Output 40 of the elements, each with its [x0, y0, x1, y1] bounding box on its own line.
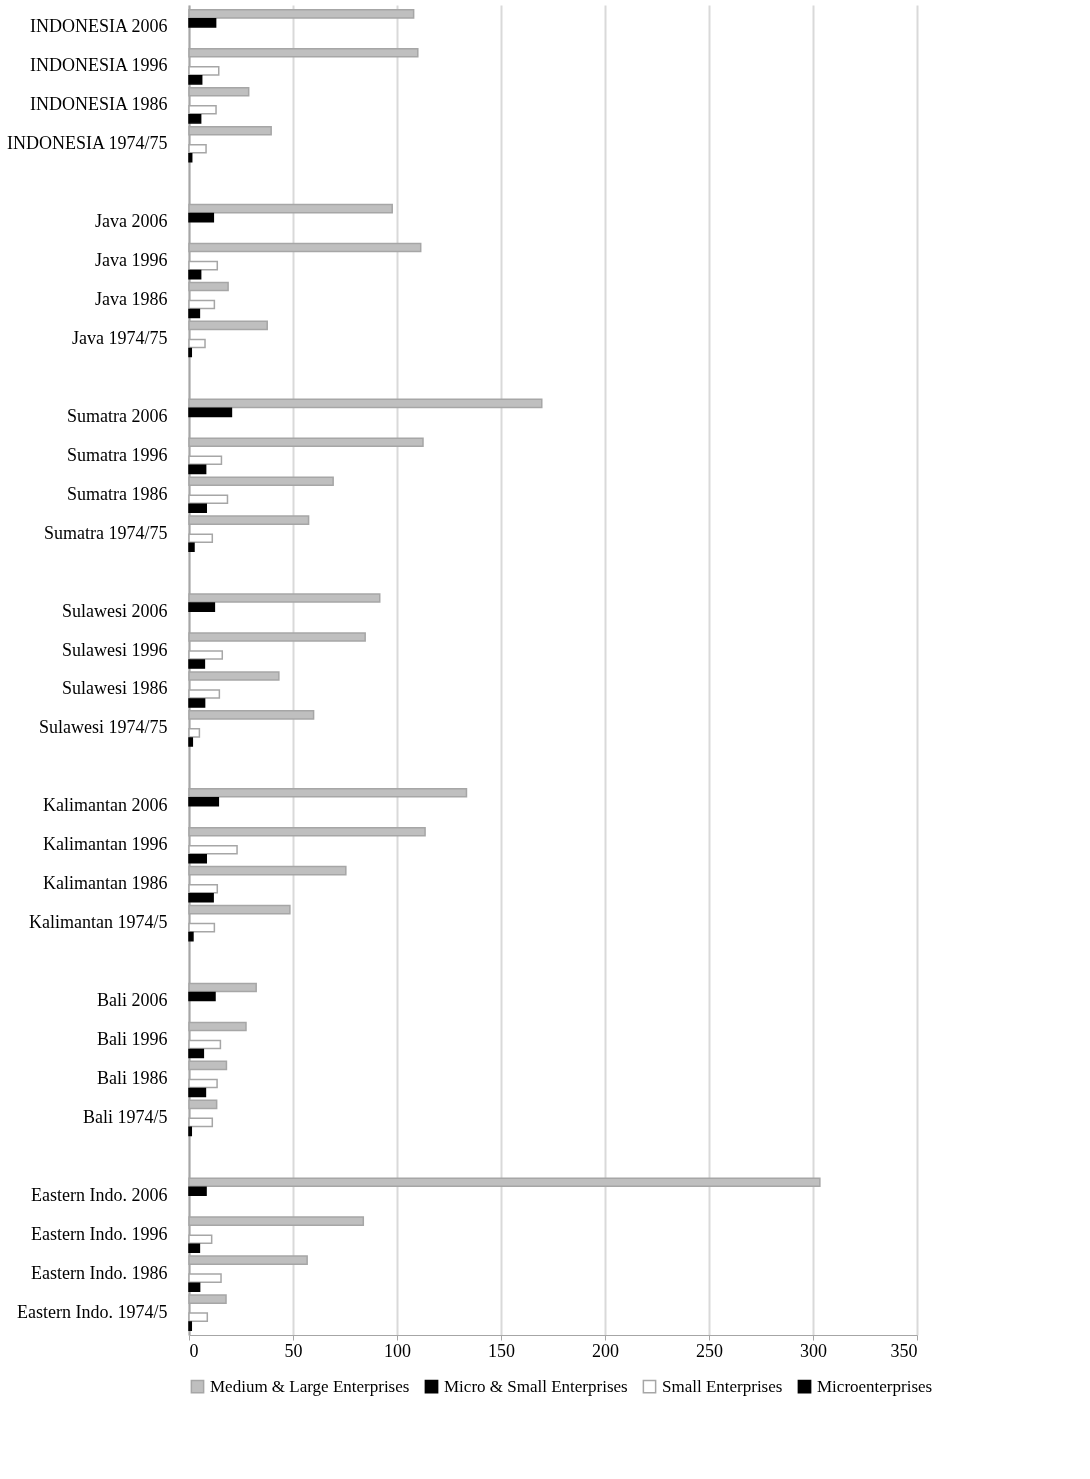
y-tick-label: Sulawesi 1974/75 [39, 717, 168, 738]
y-tick-label: Kalimantan 1986 [43, 873, 168, 894]
y-tick-label: INDONESIA 1996 [30, 55, 168, 76]
y-tick-label: Eastern Indo. 1996 [31, 1223, 168, 1244]
y-tick-label: Kalimantan 2006 [43, 795, 168, 816]
legend-label: Microenterprises [817, 1376, 933, 1396]
y-tick-label: INDONESIA 1986 [30, 94, 168, 115]
x-tick-label: 0 [189, 1340, 199, 1361]
y-tick-label: Bali 1974/5 [83, 1106, 168, 1127]
y-tick-label: Java 1974/75 [72, 327, 168, 348]
x-tick-label: 100 [384, 1340, 411, 1361]
x-tick-label: 350 [890, 1340, 918, 1361]
y-tick-label: Bali 1996 [97, 1028, 168, 1049]
y-tick-label: Eastern Indo. 2006 [31, 1184, 168, 1205]
y-tick-label: INDONESIA 2006 [30, 16, 168, 37]
y-tick-label: Java 1996 [95, 250, 168, 271]
x-tick-label: 150 [488, 1340, 515, 1361]
y-tick-label: Sumatra 2006 [67, 405, 168, 426]
y-tick-label: Java 2006 [95, 211, 168, 232]
y-tick-label: Kalimantan 1974/5 [29, 912, 168, 933]
y-tick-label: Eastern Indo. 1974/5 [17, 1301, 168, 1322]
legend-label: Medium & Large Enterprises [210, 1376, 410, 1396]
y-tick-label: Eastern Indo. 1986 [31, 1262, 168, 1283]
y-tick-label: Sumatra 1974/75 [44, 522, 168, 543]
y-tick-label: Kalimantan 1996 [43, 834, 168, 855]
legend-label: Small Enterprises [662, 1376, 783, 1396]
y-tick-label: Sumatra 1996 [67, 444, 168, 465]
x-tick-label: 250 [696, 1340, 723, 1361]
legend-label: Micro & Small Enterprises [444, 1376, 628, 1396]
x-tick-label: 50 [284, 1340, 303, 1361]
y-tick-label: Sulawesi 2006 [62, 600, 168, 621]
y-tick-label: INDONESIA 1974/75 [7, 133, 168, 154]
x-tick-label: 200 [592, 1340, 619, 1361]
y-tick-label: Sumatra 1986 [67, 483, 168, 504]
y-tick-label: Sulawesi 1996 [62, 639, 168, 660]
y-tick-label: Java 1986 [95, 289, 168, 310]
x-tick-label: 300 [800, 1340, 827, 1361]
y-tick-label: Bali 1986 [97, 1067, 168, 1088]
y-tick-label: Sulawesi 1986 [62, 678, 168, 699]
y-tick-label: Bali 2006 [97, 990, 168, 1011]
